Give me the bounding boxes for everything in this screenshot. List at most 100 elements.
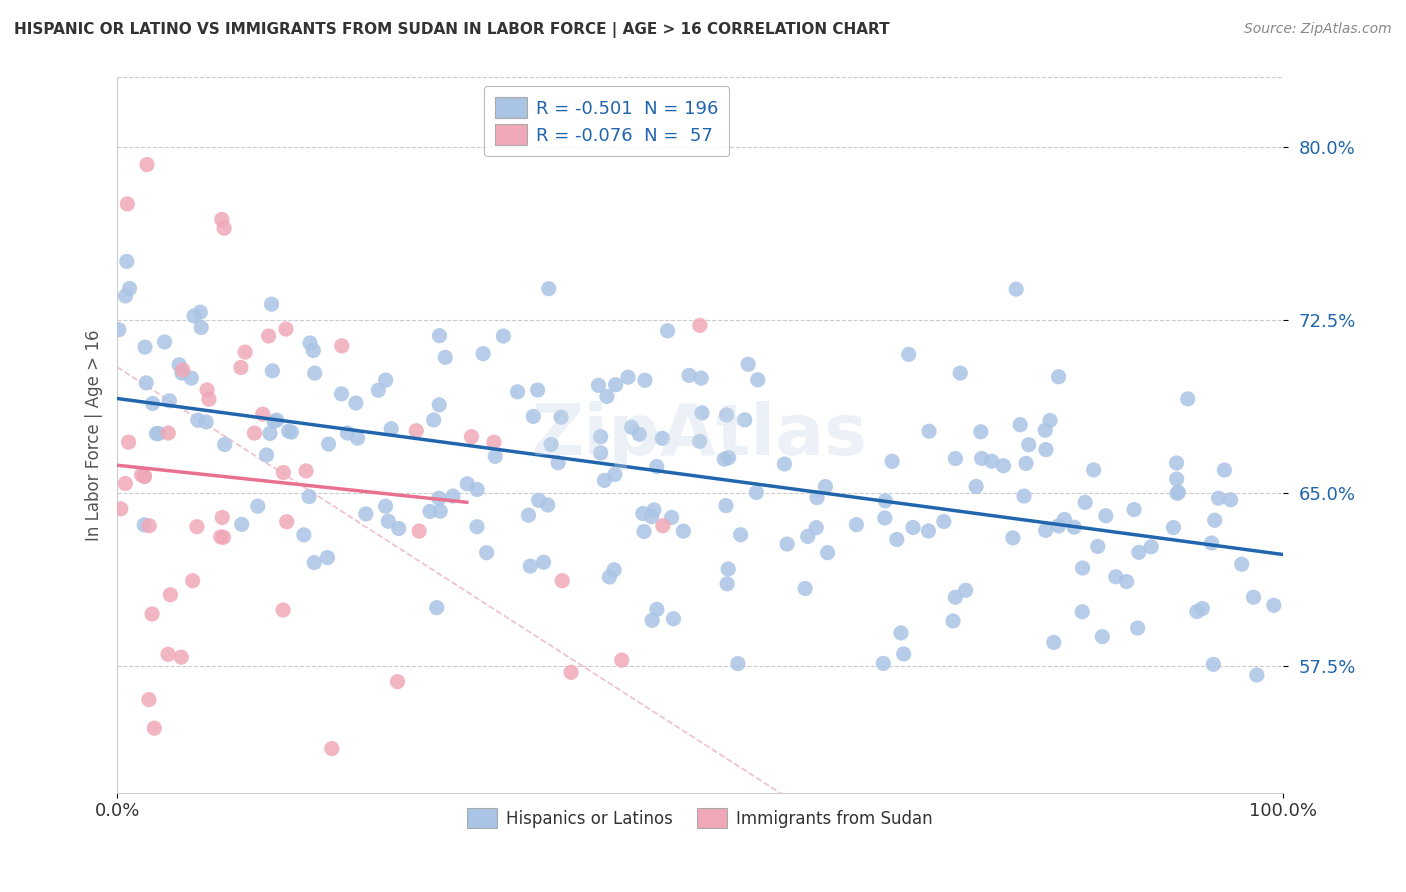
Point [1033, 423, 1056, 437]
Text: HISPANIC OR LATINO VS IMMIGRANTS FROM SUDAN IN LABOR FORCE | AGE > 16 CORRELATIO: HISPANIC OR LATINO VS IMMIGRANTS FROM SU… [14, 22, 890, 38]
Point [259, 426, 281, 441]
Point [117, 435, 139, 450]
Point [374, 500, 396, 514]
Point [1163, 520, 1185, 534]
Point [172, 363, 194, 377]
Point [993, 458, 1015, 473]
Point [153, 334, 176, 349]
Point [589, 430, 612, 444]
Point [1035, 524, 1057, 538]
Point [547, 456, 569, 470]
Point [1091, 630, 1114, 644]
Point [1246, 668, 1268, 682]
Point [1018, 438, 1040, 452]
Point [1263, 599, 1285, 613]
Point [434, 351, 457, 365]
Point [918, 424, 941, 438]
Point [598, 570, 620, 584]
Point [689, 318, 711, 333]
Point [298, 490, 321, 504]
Point [1115, 574, 1137, 589]
Point [716, 408, 738, 422]
Point [593, 474, 616, 488]
Point [645, 459, 668, 474]
Point [330, 387, 353, 401]
Point [945, 451, 967, 466]
Point [354, 507, 377, 521]
Point [277, 424, 299, 438]
Point [186, 519, 208, 533]
Point [603, 467, 626, 482]
Point [1043, 635, 1066, 649]
Point [344, 396, 367, 410]
Point [209, 530, 232, 544]
Point [537, 498, 560, 512]
Point [776, 537, 799, 551]
Point [276, 515, 298, 529]
Point [550, 410, 572, 425]
Point [880, 454, 903, 468]
Point [143, 721, 166, 735]
Point [170, 366, 193, 380]
Point [134, 469, 156, 483]
Point [662, 612, 685, 626]
Point [965, 479, 987, 493]
Point [263, 414, 285, 428]
Point [346, 431, 368, 445]
Point [526, 383, 548, 397]
Point [1083, 463, 1105, 477]
Point [1243, 591, 1265, 605]
Point [136, 157, 159, 171]
Point [817, 546, 839, 560]
Point [540, 437, 562, 451]
Point [321, 741, 343, 756]
Point [773, 457, 796, 471]
Point [643, 503, 665, 517]
Point [195, 415, 218, 429]
Point [932, 515, 955, 529]
Point [183, 309, 205, 323]
Point [316, 550, 339, 565]
Point [1140, 540, 1163, 554]
Point [211, 212, 233, 227]
Point [970, 425, 993, 439]
Point [943, 591, 966, 605]
Point [211, 510, 233, 524]
Point [134, 469, 156, 483]
Point [690, 406, 713, 420]
Point [1126, 621, 1149, 635]
Point [794, 582, 817, 596]
Point [212, 221, 235, 235]
Point [299, 336, 322, 351]
Point [1095, 508, 1118, 523]
Point [387, 674, 409, 689]
Point [1123, 502, 1146, 516]
Point [157, 425, 180, 440]
Point [367, 383, 389, 397]
Y-axis label: In Labor Force | Age > 16: In Labor Force | Age > 16 [86, 329, 103, 541]
Point [1202, 657, 1225, 672]
Point [187, 413, 209, 427]
Point [714, 499, 737, 513]
Point [456, 476, 478, 491]
Point [427, 491, 450, 506]
Point [901, 520, 924, 534]
Point [1012, 489, 1035, 503]
Point [645, 602, 668, 616]
Point [730, 527, 752, 541]
Point [678, 368, 700, 383]
Point [689, 434, 711, 449]
Point [429, 328, 451, 343]
Point [141, 607, 163, 621]
Point [1213, 463, 1236, 477]
Point [1230, 558, 1253, 572]
Point [917, 524, 939, 538]
Point [157, 393, 180, 408]
Point [1071, 561, 1094, 575]
Point [620, 420, 643, 434]
Point [108, 323, 131, 337]
Point [304, 556, 326, 570]
Point [180, 371, 202, 385]
Point [274, 322, 297, 336]
Point [734, 413, 756, 427]
